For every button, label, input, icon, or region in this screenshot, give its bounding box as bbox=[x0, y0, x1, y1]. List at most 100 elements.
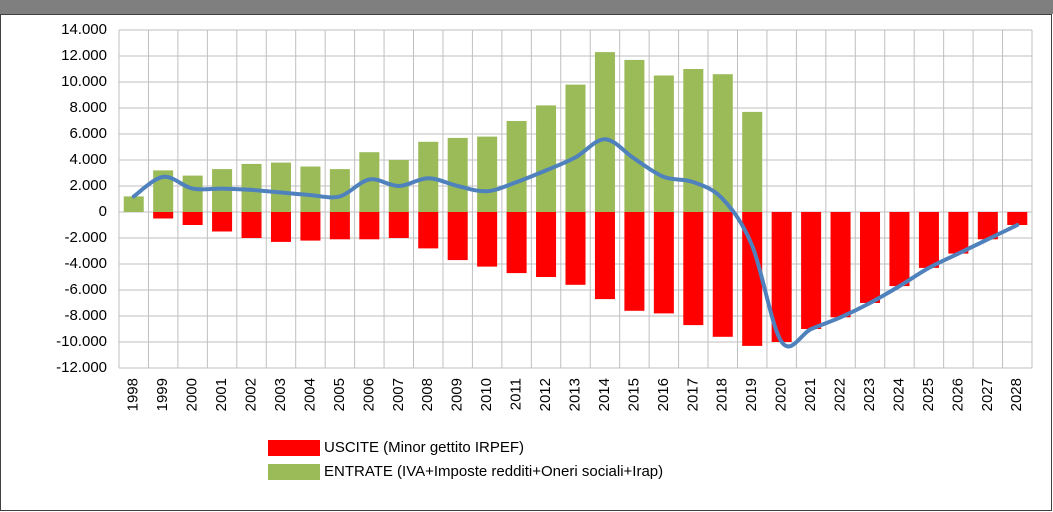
bar bbox=[212, 212, 233, 232]
y-tick-label: 14.000 bbox=[61, 21, 107, 38]
y-tick-label: -2.000 bbox=[64, 229, 107, 246]
bar bbox=[506, 121, 527, 212]
line bbox=[131, 137, 1020, 349]
x-tick-label: 2003 bbox=[272, 378, 289, 411]
y-tick-label: -10.000 bbox=[56, 333, 107, 350]
bar bbox=[359, 212, 380, 240]
x-tick-label: 2005 bbox=[331, 378, 348, 411]
y-tick-label: 0 bbox=[99, 203, 107, 220]
bar bbox=[477, 212, 498, 267]
bar bbox=[270, 162, 291, 212]
x-tick-label: 2010 bbox=[478, 378, 495, 411]
x-tick-label: 2000 bbox=[184, 378, 201, 411]
y-tick-label: 10.000 bbox=[61, 73, 107, 90]
bar bbox=[506, 212, 527, 274]
x-tick-label: 2011 bbox=[508, 378, 525, 410]
bar bbox=[477, 136, 498, 212]
x-tick-label: 2023 bbox=[861, 378, 878, 411]
bar bbox=[182, 212, 203, 225]
bar bbox=[860, 212, 881, 303]
bar bbox=[565, 84, 586, 212]
bar bbox=[977, 212, 998, 240]
bar bbox=[447, 137, 468, 212]
bar bbox=[565, 212, 586, 285]
bar bbox=[653, 75, 674, 212]
y-tick-label: 12.000 bbox=[61, 47, 107, 64]
y-tick-label: -12.000 bbox=[56, 359, 107, 376]
legend-label: ENTRATE (IVA+Imposte redditi+Oneri socia… bbox=[324, 463, 663, 480]
bar bbox=[889, 212, 910, 287]
x-tick-label: 2006 bbox=[360, 378, 377, 411]
y-tick-label: -6.000 bbox=[64, 281, 107, 298]
bar bbox=[918, 212, 939, 268]
bar bbox=[182, 175, 203, 212]
legend-label: USCITE (Minor gettito IRPEF) bbox=[324, 439, 524, 456]
bar bbox=[742, 111, 763, 212]
x-tick-label: 1999 bbox=[154, 378, 171, 411]
x-tick-label: 2002 bbox=[243, 378, 260, 411]
x-tick-label: 2019 bbox=[743, 378, 760, 411]
bar bbox=[683, 69, 704, 212]
bar bbox=[624, 59, 645, 213]
x-tick-label: 2027 bbox=[979, 378, 996, 411]
title-bar bbox=[0, 0, 1053, 14]
x-tick-label: 2022 bbox=[832, 378, 849, 411]
bar bbox=[153, 212, 174, 219]
x-tick-label: 2016 bbox=[655, 378, 672, 411]
bar bbox=[388, 212, 409, 238]
x-tick-label: 2013 bbox=[566, 378, 583, 411]
bar bbox=[771, 212, 792, 342]
y-tick-label: 8.000 bbox=[69, 99, 107, 116]
x-tick-label: 2018 bbox=[714, 378, 731, 411]
legend-swatch bbox=[268, 440, 320, 456]
x-tick-label: 1998 bbox=[125, 378, 142, 411]
x-tick-label: 2024 bbox=[890, 378, 907, 411]
x-tick-label: 2009 bbox=[449, 378, 466, 411]
y-tick-label: -4.000 bbox=[64, 255, 107, 272]
bar bbox=[653, 212, 674, 314]
chart-border bbox=[0, 14, 1052, 511]
bar bbox=[447, 212, 468, 261]
x-tick-label: 2028 bbox=[1008, 378, 1025, 411]
bar bbox=[241, 212, 262, 238]
y-tick-label: 4.000 bbox=[69, 151, 107, 168]
x-tick-label: 2014 bbox=[596, 378, 613, 411]
bar bbox=[801, 212, 822, 329]
bar bbox=[270, 212, 291, 242]
bar bbox=[594, 212, 615, 300]
y-tick-label: 6.000 bbox=[69, 125, 107, 142]
bar bbox=[948, 212, 969, 254]
bar bbox=[123, 196, 144, 212]
bar bbox=[830, 212, 851, 318]
bar bbox=[624, 212, 645, 311]
bar bbox=[418, 212, 439, 249]
x-tick-label: 2026 bbox=[949, 378, 966, 411]
bar bbox=[683, 212, 704, 326]
bar bbox=[742, 212, 763, 346]
x-tick-label: 2025 bbox=[920, 378, 937, 411]
bar bbox=[329, 169, 350, 212]
x-tick-label: 2021 bbox=[802, 378, 819, 411]
bar bbox=[712, 74, 733, 212]
bar bbox=[359, 152, 380, 212]
x-tick-label: 2020 bbox=[773, 378, 790, 411]
y-tick-label: 2.000 bbox=[69, 177, 107, 194]
bar bbox=[536, 105, 557, 212]
bar bbox=[300, 212, 321, 241]
y-tick-label: -8.000 bbox=[64, 307, 107, 324]
bar bbox=[594, 52, 615, 212]
legend-swatch bbox=[268, 464, 320, 480]
bar bbox=[712, 212, 733, 337]
bar bbox=[1007, 212, 1028, 225]
x-tick-label: 2004 bbox=[301, 378, 318, 411]
x-tick-label: 2017 bbox=[684, 378, 701, 411]
bar bbox=[536, 212, 557, 277]
x-tick-label: 2007 bbox=[390, 378, 407, 411]
x-tick-label: 2012 bbox=[537, 378, 554, 411]
x-tick-label: 2015 bbox=[625, 378, 642, 411]
x-tick-label: 2008 bbox=[419, 378, 436, 411]
bar bbox=[153, 170, 174, 212]
x-tick-label: 2001 bbox=[213, 378, 230, 411]
bar bbox=[300, 166, 321, 212]
